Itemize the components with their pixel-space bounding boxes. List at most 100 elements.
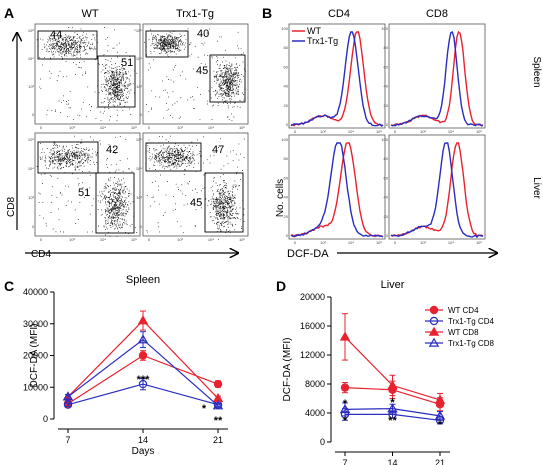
y-tick-label: 10⁴ <box>28 56 34 61</box>
y-tick-label: 10⁵ <box>136 28 142 33</box>
y-tick-label: 80 <box>284 156 289 161</box>
y-tick-label: 0 <box>386 122 389 127</box>
x-tick-label: 0 <box>40 237 43 242</box>
panel-c-letter: C <box>4 278 14 294</box>
data-point <box>428 337 440 347</box>
y-tick-label: 40 <box>384 84 389 89</box>
x-tick-label: 10³ <box>320 240 326 245</box>
x-tick-label: 21 <box>435 458 445 465</box>
x-tick-label: 7 <box>65 435 70 445</box>
chart-legend: WT CD4 Trx1-Tg CD4 WT CD8 Trx1-Tg CD8 <box>425 305 494 348</box>
dot-plot-frame <box>34 132 141 237</box>
significance-mark: * <box>343 398 348 410</box>
cd4-gate <box>204 172 244 233</box>
x-tick-label: 10⁵ <box>476 240 482 245</box>
y-tick-label: 10³ <box>28 84 34 89</box>
data-point <box>137 334 149 344</box>
cd8-gate-percent: 42 <box>106 144 118 156</box>
x-tick-label: 0 <box>148 125 151 130</box>
y-tick-label: 0 <box>140 224 143 229</box>
tg-histogram-curve <box>290 31 384 127</box>
significance-mark: * <box>390 397 395 409</box>
significance-mark: * <box>438 419 443 431</box>
y-tick-label: 20000 <box>300 292 325 302</box>
cd4-gate-percent: 51 <box>121 57 133 69</box>
wt-histogram-curve <box>390 30 484 127</box>
x-tick-label: 10⁴ <box>208 125 214 130</box>
histogram: 0 10³ 10⁴ 10⁵ 0 20 40 60 80 100 <box>281 134 386 245</box>
histogram: 0 10³ 10⁴ 10⁵ 0 20 40 60 80 100 <box>381 23 486 134</box>
chart-title: Liver <box>381 279 405 291</box>
x-tick-label: 0 <box>294 240 297 245</box>
data-point <box>138 379 148 389</box>
panel-b-title-cd4: CD4 <box>328 8 350 20</box>
histogram: 0 10³ 10⁴ 10⁵ 0 20 40 60 80 100 <box>381 134 486 245</box>
y-tick-label: 80 <box>384 156 389 161</box>
x-tick-label: 10³ <box>69 237 75 242</box>
significance-mark: * <box>343 415 348 427</box>
x-tick-label: 10⁴ <box>100 125 106 130</box>
tg-histogram-curve <box>290 142 384 238</box>
x-tick-label: 10³ <box>177 237 183 242</box>
panel-a-title-tg: Trx1-Tg <box>176 8 214 20</box>
y-tick-label: 40 <box>384 195 389 200</box>
y-tick-label: 10⁵ <box>28 28 34 33</box>
y-tick-label: 100 <box>381 26 388 31</box>
cd8-gate <box>145 30 189 58</box>
y-tick-label: 12000 <box>300 350 325 360</box>
y-tick-label: 30000 <box>23 319 48 329</box>
x-tick-label: 10³ <box>420 129 426 134</box>
data-point <box>212 400 224 410</box>
series-line <box>67 338 219 407</box>
y-tick-label: 0 <box>286 233 289 238</box>
y-tick-label: 20 <box>284 103 289 108</box>
data-point <box>434 410 446 420</box>
x-tick-label: 10⁵ <box>131 237 137 242</box>
series-trx1-tg-cd8 <box>339 402 446 421</box>
x-tick-label: 10⁵ <box>131 125 137 130</box>
x-tick-label: 10⁵ <box>239 237 245 242</box>
dot-plot: 0 0 10³ 10³ 10⁴ 10⁴ 10⁵ 10⁵ 47 45 <box>136 132 249 242</box>
y-tick-label: 10⁴ <box>136 56 142 61</box>
y-tick-label: 10⁵ <box>136 137 142 142</box>
histogram-xlabel: DCF-DA <box>287 248 329 260</box>
data-point <box>387 403 398 413</box>
cd4-gate-percent: 45 <box>196 65 208 77</box>
x-tick-label: 10⁵ <box>239 125 245 130</box>
x-tick-label: 0 <box>294 129 297 134</box>
y-tick-label: 0 <box>32 112 35 117</box>
panel-d-letter: D <box>276 278 286 294</box>
y-tick-label: 60 <box>384 64 389 69</box>
y-axis-label: DCF-DA (MFI) <box>29 324 40 388</box>
y-tick-label: 60 <box>284 175 289 180</box>
dot-plot: 0 0 10³ 10³ 10⁴ 10⁴ 10⁵ 10⁵ 42 51 <box>28 132 141 242</box>
dot-plot: 0 0 10³ 10³ 10⁴ 10⁴ 10⁵ 10⁵ 40 45 <box>136 23 249 130</box>
dot-cloud <box>144 28 246 121</box>
legend-label: WT CD8 <box>448 328 479 337</box>
cd4-axis-label: CD4 <box>31 249 51 260</box>
cd8-gate-percent: 47 <box>212 144 224 156</box>
significance-mark: *** <box>137 374 151 386</box>
panel-b-letter: B <box>262 5 272 21</box>
histograms: 0 10³ 10⁴ 10⁵ 0 20 40 60 80 100 0 10³ 10⁴ 10⁵ 0 20 40 60 8… <box>281 23 486 245</box>
y-tick-label: 16000 <box>300 321 325 331</box>
y-tick-label: 10³ <box>136 84 142 89</box>
series-wt-cd8 <box>62 310 224 403</box>
y-tick-label: 10000 <box>23 382 48 392</box>
y-tick-label: 10³ <box>136 195 142 200</box>
dot-cloud <box>36 135 138 237</box>
flow-plots: 0 0 10³ 10³ 10⁴ 10⁴ 10⁵ 10⁵ 44 51 0 0 10³ 10³ 10⁴ 10⁴ 10… <box>28 23 249 242</box>
dot-plot-frame <box>142 132 249 237</box>
data-point <box>340 383 350 392</box>
x-tick-label: 10⁴ <box>448 240 454 245</box>
x-tick-label: 10³ <box>69 125 75 130</box>
x-tick-label: 10³ <box>320 129 326 134</box>
data-point <box>339 331 351 341</box>
x-tick-label: 10⁴ <box>448 129 454 134</box>
data-point <box>137 315 149 325</box>
data-point <box>138 351 148 360</box>
chart-title: Spleen <box>126 274 160 286</box>
cd8-gate <box>145 142 202 172</box>
cd8-gate-percent: 40 <box>197 28 209 40</box>
